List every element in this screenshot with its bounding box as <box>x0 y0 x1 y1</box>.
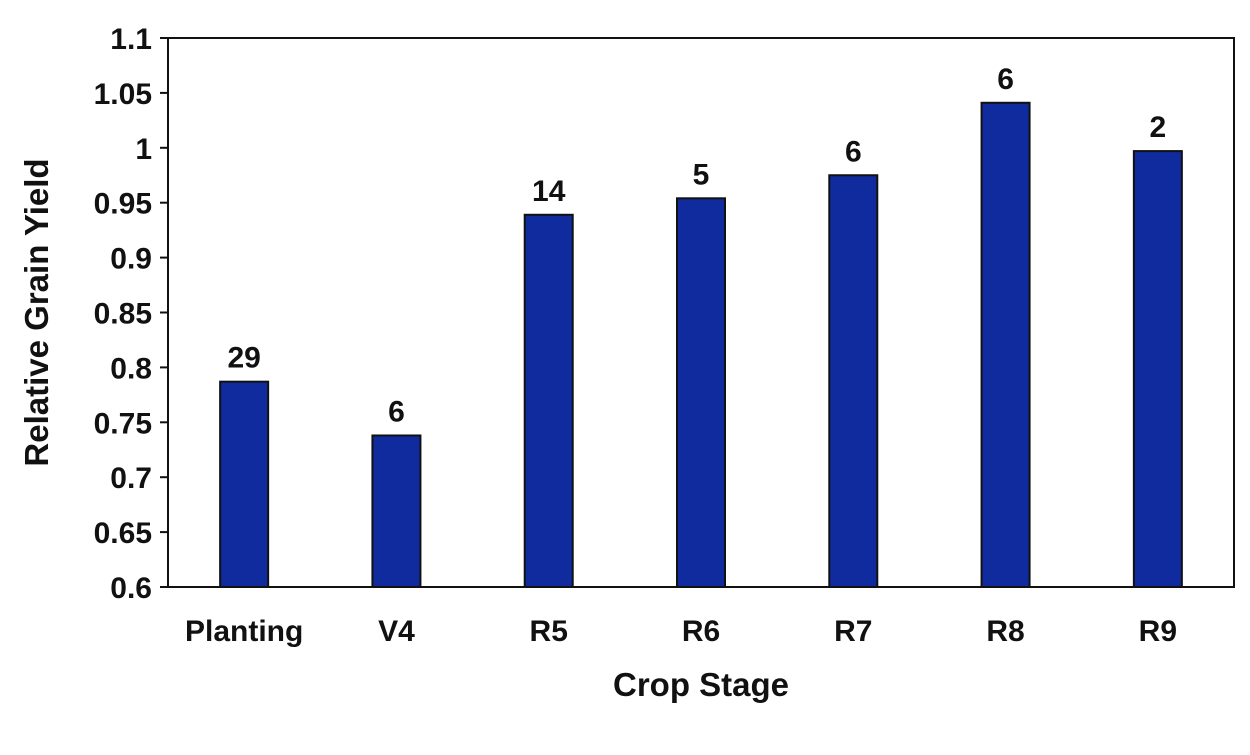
y-tick-label: 0.95 <box>94 188 152 221</box>
x-tick-label: R6 <box>682 615 720 648</box>
x-tick-label: R5 <box>530 615 568 648</box>
y-axis-ticks: 0.6 0.65 0.7 0.75 0.8 0.85 0.9 0.95 1 1.05 1.1 <box>94 23 168 605</box>
data-label-planting: 29 <box>227 342 260 375</box>
data-labels-group: 29 6 14 5 6 6 2 <box>227 63 1166 429</box>
y-tick-label: 0.7 <box>110 462 152 495</box>
y-tick-label: 0.8 <box>110 352 152 385</box>
y-tick-label: 1 <box>135 133 152 166</box>
x-tick-label: Planting <box>185 615 303 648</box>
bar-r8 <box>980 101 1031 588</box>
data-label-r6: 5 <box>693 158 710 191</box>
y-tick-label: 0.9 <box>110 243 152 276</box>
bar-planting <box>219 380 270 589</box>
bar-r7 <box>828 174 879 588</box>
x-tick-label: R7 <box>834 615 872 648</box>
y-tick-label: 0.75 <box>94 407 152 440</box>
y-tick-label: 0.85 <box>94 298 152 331</box>
x-axis-title: Crop Stage <box>613 666 789 703</box>
y-tick-label: 0.65 <box>94 517 152 550</box>
data-label-r8: 6 <box>997 63 1014 96</box>
bars-group <box>219 101 1183 589</box>
data-label-r5: 14 <box>532 175 566 208</box>
x-tick-label: R9 <box>1139 615 1177 648</box>
y-tick-label: 1.05 <box>94 78 152 111</box>
y-tick-label: 1.1 <box>110 23 152 56</box>
x-tick-label: V4 <box>378 615 415 648</box>
data-label-r7: 6 <box>845 135 862 168</box>
y-tick-label: 0.6 <box>110 572 152 605</box>
x-tick-label: R8 <box>986 615 1024 648</box>
y-axis-title: Relative Grain Yield <box>18 158 55 466</box>
bar-r9 <box>1132 150 1183 588</box>
data-label-r9: 2 <box>1150 111 1167 144</box>
bar-v4 <box>371 434 422 589</box>
bar-r6 <box>676 197 726 588</box>
bar-r5 <box>523 213 574 588</box>
x-axis-ticks: Planting V4 R5 R6 R7 R8 R9 <box>185 615 1177 648</box>
plot-frame <box>167 37 1235 588</box>
data-label-v4: 6 <box>388 395 405 428</box>
